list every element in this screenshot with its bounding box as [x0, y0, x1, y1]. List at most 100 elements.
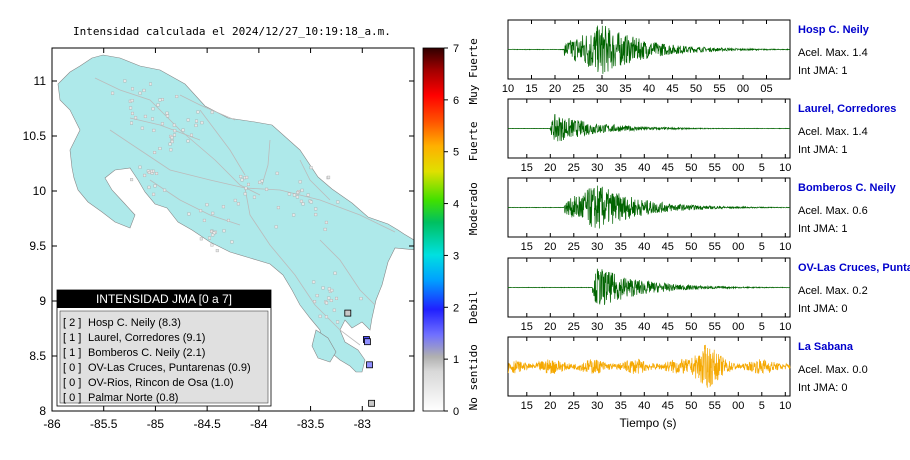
map-y-tick-label: 11: [34, 74, 47, 88]
waveform-trace: [507, 113, 791, 142]
town-dot: [325, 301, 329, 305]
map-x-tick-label: -85: [147, 417, 165, 431]
station-marker: [364, 338, 371, 346]
waveform-x-tick-label: 30: [596, 83, 608, 95]
waveform-x-tick-label: 50: [690, 83, 702, 95]
town-dot: [309, 166, 313, 170]
waveform-x-tick-label: 10: [779, 241, 791, 253]
colorbar-tick-label: 7: [453, 43, 459, 55]
town-dot: [158, 98, 162, 102]
town-dot: [324, 220, 328, 224]
waveform-x-tick-label: 45: [662, 400, 674, 412]
waveform-x-tick-label: 55: [713, 83, 725, 95]
map-axes: -86 -85.5 -85 -84.5 -84 -83.5 -83 8 8.5 9 9.5 10 10.…: [23, 48, 414, 431]
town-dot: [292, 193, 296, 197]
town-dot: [296, 190, 300, 194]
legend-jma-value: [ 0 ]: [63, 362, 81, 374]
legend-header: INTENSIDAD JMA [0 a 7]: [96, 292, 232, 306]
waveform-x-tick-label: 45: [662, 321, 674, 333]
town-dot: [207, 236, 211, 240]
town-dot: [333, 271, 337, 275]
town-dot: [329, 299, 333, 303]
town-dot: [276, 206, 280, 210]
waveform-x-tick-label: 15: [521, 400, 533, 412]
map-y-tick-label: 8.5: [29, 349, 46, 363]
waveform-x-tick-label: 00: [732, 400, 744, 412]
town-dot: [230, 240, 234, 244]
colorbar-category-label: Muy Fuerte: [467, 38, 480, 104]
waveform-x-tick-label: 30: [591, 241, 603, 253]
town-dot: [314, 213, 318, 217]
waveform-x-tick-label: 50: [685, 400, 697, 412]
waveform-x-tick-label: 15: [521, 241, 533, 253]
legend-station-name: Palmar Norte (0.8): [88, 392, 178, 404]
waveform-x-tick-label: 5: [759, 400, 765, 412]
town-dot: [152, 192, 156, 196]
waveform-acel-label: Acel. Max. 1.4: [798, 126, 868, 138]
waveform-x-tick-label: 45: [662, 241, 674, 253]
town-dot: [170, 136, 174, 140]
waveform-x-tick-label: 40: [638, 162, 650, 174]
osa-peninsula: [311, 329, 337, 363]
waveform-x-tick-label: 10: [779, 400, 791, 412]
legend-jma-value: [ 1 ]: [63, 347, 81, 359]
town-dot: [265, 187, 269, 191]
time-axis-label: Tiempo (s): [620, 416, 677, 430]
waveform-panel: 15 20 25 30 35 40 45 50 55 00 5 10 OV-Las Cruces, Pu…: [507, 257, 910, 333]
town-dot: [181, 128, 185, 132]
waveform-x-tick-label: 55: [709, 321, 721, 333]
town-dot: [306, 193, 310, 197]
town-dot: [312, 280, 316, 284]
waveform-x-tick-label: 40: [643, 83, 655, 95]
town-dot: [186, 118, 190, 122]
town-dot: [240, 178, 244, 182]
town-dot: [151, 107, 155, 111]
waveform-x-tick-label: 10: [502, 83, 514, 95]
waveform-x-tick-label: 00: [732, 241, 744, 253]
town-dot: [129, 121, 133, 125]
waveform-jma-label: Int JMA: 1: [798, 223, 848, 235]
colorbar-category-label: Moderado: [467, 182, 480, 235]
waveform-x-tick-label: 25: [572, 83, 584, 95]
waveform-x-tick-label: 20: [544, 321, 556, 333]
waveform-panel: 10 15 20 25 30 35 40 45 50 55 00 05 Hosp C. Neily Ace…: [502, 19, 870, 95]
waveform-x-tick-label: 50: [685, 162, 697, 174]
waveform-jma-label: Int JMA: 0: [798, 303, 848, 315]
waveform-panel: 15 20 25 30 35 40 45 50 55 00 5 10 La Sabana Acel. Ma…: [507, 336, 868, 412]
colorbar-tick-label: 3: [453, 250, 459, 262]
town-dot: [258, 180, 262, 184]
town-dot: [200, 121, 204, 125]
town-dot: [292, 213, 296, 217]
town-dot: [111, 91, 115, 95]
town-dot: [172, 123, 176, 127]
waveform-acel-label: Acel. Max. 0.2: [798, 285, 868, 297]
town-dot: [309, 200, 313, 204]
town-dot: [233, 198, 237, 202]
waveform-x-tick-label: 5: [759, 321, 765, 333]
town-dot: [153, 184, 157, 188]
waveform-panel: 15 20 25 30 35 40 45 50 55 00 5 10 Laurel, Corredore…: [507, 98, 896, 174]
waveform-jma-label: Int JMA: 0: [798, 382, 848, 394]
town-dot: [166, 114, 170, 118]
town-dots: [111, 79, 363, 324]
waveform-x-tick-label: 05: [760, 83, 772, 95]
town-dot: [359, 297, 363, 301]
town-dot: [130, 111, 134, 115]
waveform-x-tick-label: 25: [568, 241, 580, 253]
town-dot: [323, 227, 327, 231]
colorbar-tick-label: 4: [453, 199, 459, 211]
colorbar-category-label: No sentido: [467, 344, 480, 410]
road-network: [94, 77, 396, 346]
map-x-tick-label: -86: [43, 417, 61, 431]
town-dot: [202, 218, 206, 222]
waveform-x-tick-label: 20: [544, 400, 556, 412]
town-dot: [324, 315, 328, 319]
waveform-station-name: OV-Las Cruces, Puntar: [798, 262, 910, 274]
town-dot: [138, 91, 142, 95]
town-dot: [148, 82, 152, 86]
waveform-trace: [507, 268, 791, 306]
waveform-x-tick-label: 40: [638, 241, 650, 253]
waveform-acel-label: Acel. Max. 1.4: [798, 47, 868, 59]
waveform-x-tick-label: 55: [709, 241, 721, 253]
